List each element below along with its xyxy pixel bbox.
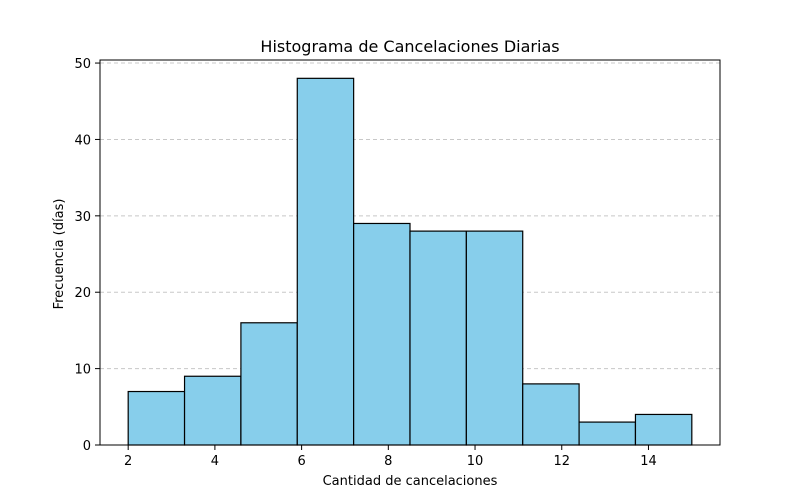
histogram-bar [578,421,637,446]
x-tick-label: 10 [467,454,484,469]
x-tick-label: 6 [297,454,305,469]
x-tick-label: 2 [124,454,132,469]
y-tick-label: 10 [74,363,91,378]
histogram-bar [409,230,467,446]
histogram-bar [522,383,580,446]
x-axis-label: Cantidad de cancelaciones [323,474,498,489]
x-tick-label: 12 [553,454,570,469]
histogram-bar [296,77,355,446]
x-tick-label: 14 [640,454,657,469]
x-tick-label: 4 [211,454,219,469]
chart-title: Histograma de Cancelaciones Diarias [260,37,559,56]
x-tick-label: 8 [384,454,392,469]
histogram-bar [183,375,242,446]
y-axis-label: Frecuencia (días) [52,199,67,310]
histogram-bar [634,413,693,446]
histogram-bar [240,322,298,446]
y-tick-label: 20 [74,286,91,301]
histogram-bar [353,222,411,446]
histogram-bar [127,390,186,446]
y-ticks: 0 10 20 30 40 50 [74,57,100,454]
plot-frame [99,59,721,446]
y-tick-label: 50 [74,57,91,72]
x-ticks: 2 4 6 8 10 12 14 [124,445,657,469]
bars [127,77,693,446]
y-tick-label: 0 [83,439,91,454]
y-tick-label: 30 [74,210,91,225]
histogram-bar [465,230,524,446]
y-tick-label: 40 [74,133,91,148]
